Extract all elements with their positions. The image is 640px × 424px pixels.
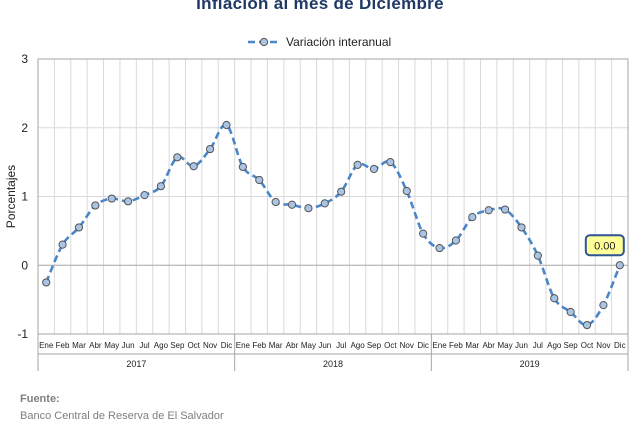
data-point (419, 229, 428, 238)
x-month-label: Ago (547, 341, 562, 350)
x-month-label: May (498, 341, 513, 350)
x-month-label: Ene (432, 341, 447, 350)
source-heading: Fuente: (20, 393, 60, 405)
y-axis-title: Porcentajes (4, 165, 18, 228)
x-month-label: Nov (596, 341, 610, 350)
data-point (238, 162, 247, 172)
x-month-label: Jun (318, 341, 331, 350)
data-point (500, 205, 510, 214)
y-tick-label: -1 (17, 327, 28, 341)
x-month-label: Jul (336, 341, 346, 350)
data-point (533, 251, 542, 260)
data-point (205, 144, 215, 154)
series-markers (42, 120, 624, 330)
data-point (320, 199, 329, 208)
y-tick-label: 2 (21, 121, 28, 135)
data-point (386, 158, 395, 167)
y-tick-label: 3 (21, 52, 28, 66)
x-month-label: Nov (203, 341, 217, 350)
x-month-label: Oct (581, 341, 594, 350)
annotation: 0.00 (584, 234, 625, 257)
axes (37, 58, 629, 371)
data-point (582, 320, 592, 330)
data-point (304, 204, 313, 213)
x-year-label: 2019 (520, 359, 540, 369)
y-tick-label: 0 (21, 258, 28, 272)
x-year-label: 2018 (323, 359, 343, 369)
x-month-label: Mar (465, 341, 479, 350)
chart-title: Inflación al mes de Diciembre (196, 0, 444, 13)
x-month-label: Jul (533, 341, 543, 350)
data-point (189, 162, 198, 171)
x-month-label: Sep (367, 341, 382, 350)
data-point (140, 191, 149, 200)
data-point (353, 160, 362, 169)
x-month-label: Sep (170, 341, 185, 350)
x-month-label: Mar (269, 341, 283, 350)
x-month-label: Ene (236, 341, 251, 350)
data-point (517, 223, 526, 232)
x-month-label: May (301, 341, 316, 350)
data-point (599, 301, 608, 310)
data-point (615, 261, 624, 270)
x-month-label: Abr (482, 341, 495, 350)
x-month-label: Feb (252, 341, 266, 350)
data-point (156, 182, 166, 191)
x-month-label: Jun (515, 341, 528, 350)
x-month-label: Feb (56, 341, 70, 350)
data-point (222, 120, 231, 130)
data-point (271, 197, 280, 207)
annotation-box (584, 234, 625, 257)
x-month-label: Jul (139, 341, 149, 350)
legend: Variación interanual (248, 35, 391, 49)
data-point (402, 186, 411, 196)
x-month-label: Ene (39, 341, 54, 350)
x-month-label: Mar (72, 341, 86, 350)
x-month-label: Oct (384, 341, 397, 350)
x-month-label: Nov (400, 341, 414, 350)
x-year-label: 2017 (126, 359, 146, 369)
data-point (74, 223, 84, 232)
x-month-label: Dic (221, 341, 233, 350)
data-point (58, 240, 67, 249)
annotation-label: 0.00 (594, 240, 615, 252)
x-month-label: Ago (154, 341, 169, 350)
source-text: Banco Central de Reserva de El Salvador (20, 410, 224, 422)
x-month-label: Abr (89, 341, 102, 350)
x-month-label: Ago (350, 341, 365, 350)
x-month-label: Abr (286, 341, 299, 350)
data-point (566, 307, 575, 317)
legend-marker-swatch (259, 37, 269, 47)
data-point (484, 206, 493, 215)
data-point (550, 294, 559, 303)
y-tick-label: 1 (21, 190, 28, 204)
data-point (42, 278, 51, 287)
x-month-label: Sep (564, 341, 579, 350)
x-month-label: Dic (614, 341, 626, 350)
data-point (451, 236, 461, 245)
data-point (91, 201, 100, 210)
x-month-label: Dic (417, 341, 429, 350)
data-point (435, 243, 444, 253)
data-point (255, 175, 264, 185)
x-month-label: May (104, 341, 119, 350)
x-month-label: Feb (449, 341, 463, 350)
plot-area-border (37, 58, 629, 335)
x-month-label: Oct (187, 341, 200, 350)
data-point (107, 194, 116, 203)
legend-label: Variación interanual (286, 35, 391, 49)
data-point (369, 164, 379, 174)
data-point (287, 200, 297, 209)
grid-lines (37, 58, 629, 335)
data-point (173, 153, 182, 162)
data-point (468, 213, 477, 222)
x-month-label: Jun (122, 341, 135, 350)
data-point (124, 197, 133, 206)
data-point (337, 187, 346, 196)
